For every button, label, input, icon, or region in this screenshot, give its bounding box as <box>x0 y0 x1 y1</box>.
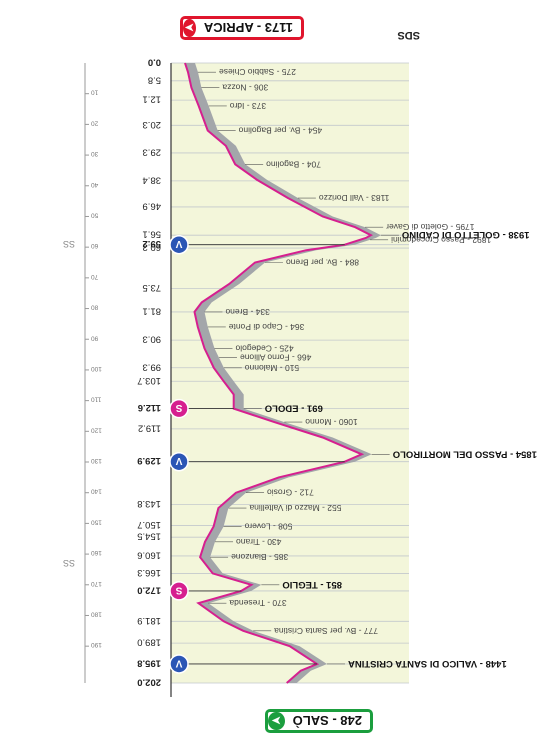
place-label: 466 - Forno Allione <box>240 353 312 363</box>
leader-layer <box>197 71 399 665</box>
place-label: 712 - Grosio <box>267 488 314 498</box>
place-label: 1448 - VALICO DI SANTA CRISTINA <box>348 658 507 669</box>
scale-axis: 10 20 30 40 50 60 70 80 90 100 110 120 130 140 150 160 1… <box>84 63 102 683</box>
place-label: 1795 - Goletto di Gaver <box>386 222 475 232</box>
scale-tick-label: 160 <box>91 549 102 556</box>
place-label: 1183 - Vall Dorizzo <box>319 193 390 203</box>
km-tick-label: 143.8 <box>137 498 161 509</box>
place-label: 1938 - GOLETTO DI CADINO <box>402 229 530 240</box>
ss-layer: SS SS <box>63 239 75 568</box>
scale-tick-label: 150 <box>91 518 102 525</box>
km-tick-label: 172.0 <box>137 584 161 595</box>
place-label: 373 - Idro <box>229 101 266 111</box>
place-label: 430 - Tirano <box>236 537 282 547</box>
km-tick-label: 29.3 <box>143 146 162 157</box>
km-tick-label: 166.3 <box>137 567 161 578</box>
marker-symbol: V <box>175 238 182 249</box>
scale-tick-label: 120 <box>91 426 102 433</box>
place-label: 334 - Breno <box>225 307 270 317</box>
km-tick-label: 73.5 <box>143 282 162 293</box>
scale-tick-label: 30 <box>91 150 99 157</box>
place-label: 508 - Lovero <box>244 521 292 531</box>
km-tick-label: 59.2 <box>143 238 162 249</box>
place-label: 275 - Sabbio Chiese <box>219 67 296 77</box>
place-label: 306 - Nozza <box>222 83 268 93</box>
scale-tick-label: 90 <box>91 334 99 341</box>
km-tick-label: 5.8 <box>148 74 161 85</box>
scale-tick-label: 10 <box>91 89 99 96</box>
place-label: 370 - Tresenda <box>229 598 286 608</box>
place-label: 691 - EDOLO <box>265 403 323 414</box>
place-label: 454 - Bv. per Bagolino <box>238 126 322 136</box>
km-tick-label: 38.4 <box>143 174 162 185</box>
sprint-icon <box>169 398 189 419</box>
sprint-icon <box>169 581 189 601</box>
gpm-icon <box>169 234 189 255</box>
km-tick-label: 60.3 <box>143 242 162 253</box>
ground-band <box>185 63 381 683</box>
km-tick-label: 112.6 <box>138 402 161 413</box>
place-label: 704 - Bagolino <box>266 159 321 169</box>
km-tick-label: 181.9 <box>137 615 161 626</box>
scale-tick-label: 50 <box>91 211 99 218</box>
marker-symbol: S <box>175 402 182 413</box>
scale-tick-label: 60 <box>91 242 99 249</box>
place-label-layer: 275 - Sabbio Chiese 306 - Nozza 373 - Idro… <box>219 67 537 669</box>
km-tick-label: 202.0 <box>137 677 161 688</box>
km-tick-label: 99.3 <box>143 361 162 372</box>
marker-symbol: V <box>175 657 182 668</box>
scale-tick-label: 170 <box>91 580 102 587</box>
scale-tick-label: 40 <box>91 181 99 188</box>
gpm-icon <box>169 451 189 472</box>
place-label: 884 - Bv. per Breno <box>286 258 359 268</box>
km-tick-label: 12.1 <box>143 94 162 105</box>
km-tick-label: 160.6 <box>137 549 161 560</box>
scale-tick-label: 110 <box>91 396 102 403</box>
km-tick-label: 119.2 <box>138 422 161 433</box>
scale-tick-label: 190 <box>91 641 102 648</box>
place-label: 851 - TEGLIO <box>282 579 342 590</box>
profile-line <box>184 62 374 684</box>
scale-tick-label: 20 <box>91 119 99 126</box>
place-label: 1060 - Monno <box>305 417 358 427</box>
marker-symbol: S <box>175 584 182 595</box>
scale-tick-label: 180 <box>91 610 102 617</box>
marker-symbol: V <box>175 455 182 466</box>
scale-tick-label: 100 <box>91 365 102 372</box>
ss-label: SS <box>63 239 75 249</box>
km-tick-label: 56.1 <box>143 229 162 240</box>
place-label: 425 - Cedegolo <box>235 343 293 353</box>
km-tick-label: 90.3 <box>143 334 162 345</box>
km-tick-label: 81.1 <box>143 305 162 316</box>
plot-background <box>171 63 409 683</box>
km-tick-label: 129.9 <box>137 455 161 466</box>
km-tick-label: 154.5 <box>137 531 161 542</box>
scale-tick-label: 80 <box>91 304 99 311</box>
km-tick-label: 195.8 <box>137 657 161 668</box>
km-tick-label: 189.0 <box>137 637 161 648</box>
km-tick-label: 150.7 <box>137 519 161 530</box>
place-label: 364 - Capo di Ponte <box>228 322 304 332</box>
gpm-icon <box>169 654 189 674</box>
place-label: 552 - Mazzo di Valtellina <box>249 503 341 513</box>
km-tick-label: 46.9 <box>143 200 162 211</box>
km-axis: 0.0 5.8 12.1 20.3 29.3 38.4 46.9 56.159.260.3 73… <box>137 57 172 697</box>
scale-tick-label: 140 <box>91 488 102 495</box>
place-label: 777 - Bv. per Santa Cristina <box>274 626 378 636</box>
km-tick-label: 20.3 <box>143 119 162 130</box>
place-label: 385 - Bianzone <box>231 552 288 562</box>
scale-tick-label: 130 <box>91 457 102 464</box>
km-tick-label: 103.7 <box>137 375 161 386</box>
place-label: 1892 - Passo Crocedomini <box>391 235 491 245</box>
place-label: 1854 - PASSO DEL MORTIROLO <box>393 448 537 459</box>
ss-label: SS <box>63 558 75 568</box>
scale-tick-label: 70 <box>91 273 99 280</box>
place-label: 510 - Malonno <box>245 363 300 373</box>
marker-layer: V S V S V <box>169 234 345 674</box>
km-tick-label: 0.0 <box>148 57 161 68</box>
